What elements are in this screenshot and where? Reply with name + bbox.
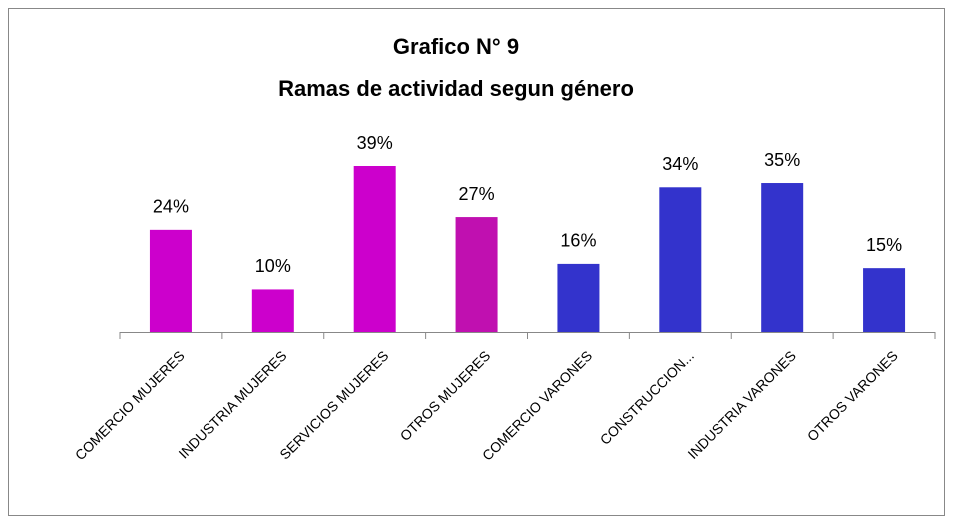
chart-title: Grafico N° 9: [393, 34, 519, 59]
value-label: 39%: [357, 133, 393, 153]
bar: [353, 166, 396, 332]
value-label: 16%: [560, 231, 596, 251]
bar: [557, 263, 600, 332]
value-label: 35%: [764, 150, 800, 170]
chart-subtitle: Ramas de actividad segun género: [278, 76, 634, 101]
value-label: 10%: [255, 256, 291, 276]
value-label: 15%: [866, 235, 902, 255]
value-label: 27%: [459, 184, 495, 204]
bar: [149, 229, 192, 332]
value-label: 24%: [153, 197, 189, 217]
bar: [251, 289, 294, 332]
bar: [659, 187, 702, 332]
bar: [455, 217, 498, 332]
bar: [761, 183, 804, 332]
bar: [863, 268, 906, 332]
value-label: 34%: [662, 154, 698, 174]
